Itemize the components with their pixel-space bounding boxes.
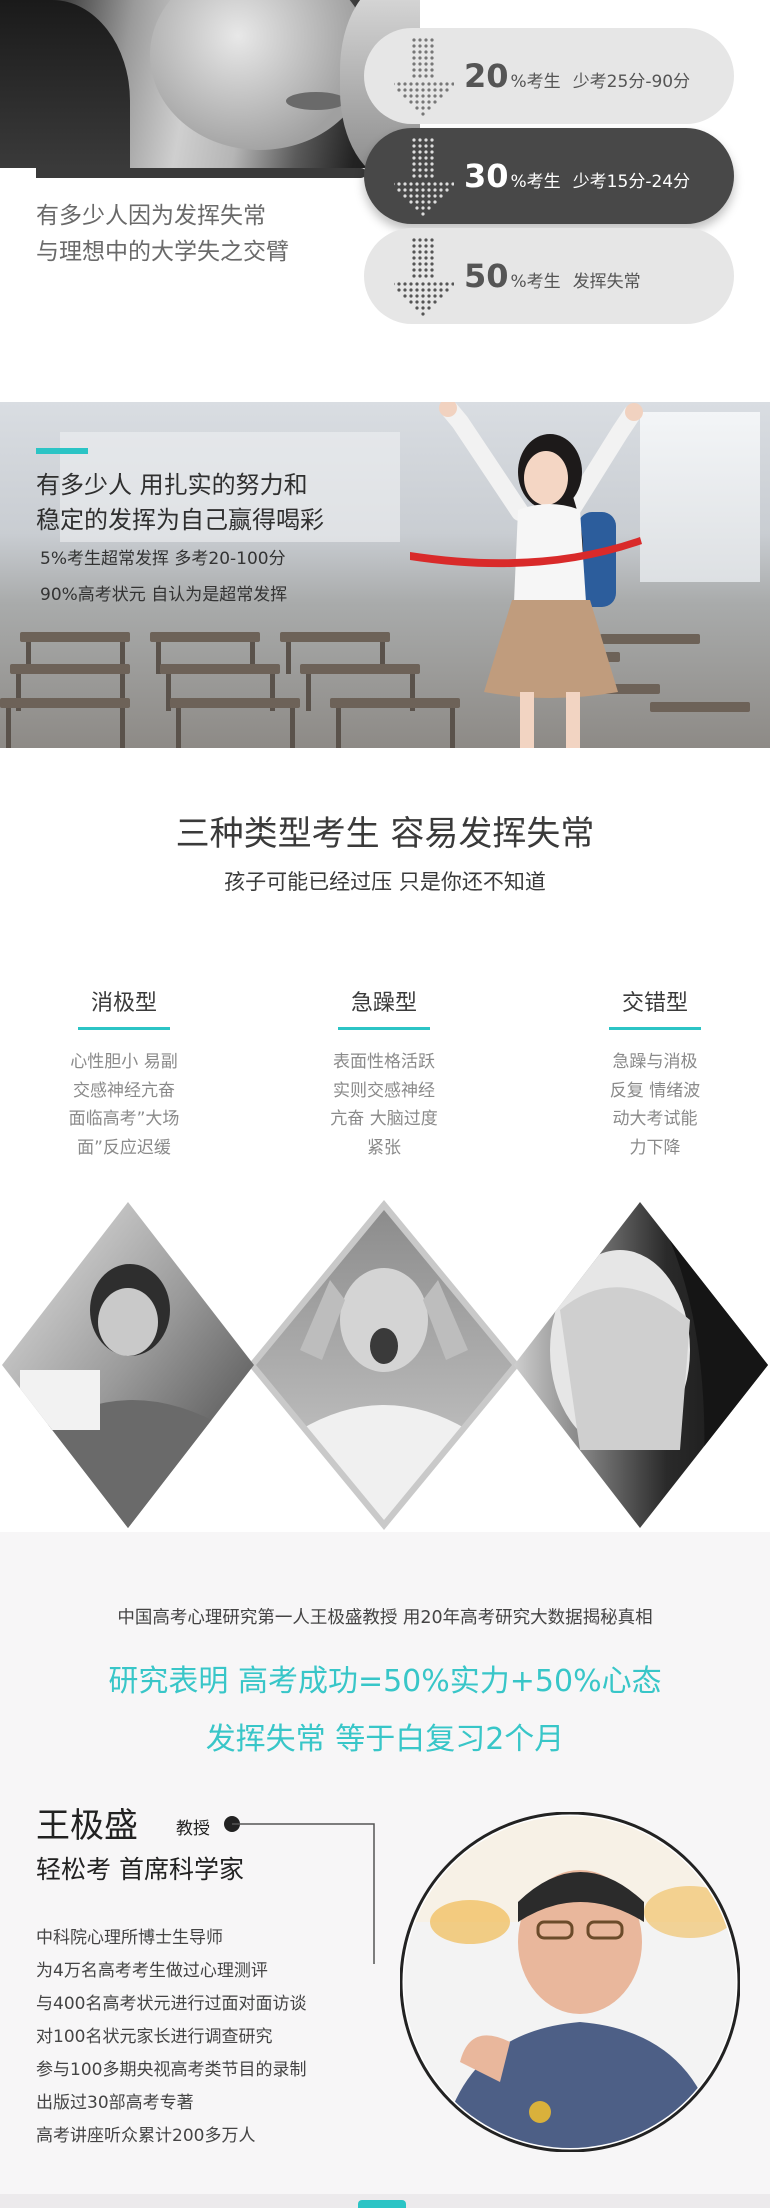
type-card-passive: 消极型 心性胆小 易副 交感神经亢奋 面临高考”大场 面”反应迟缓 (14, 985, 234, 1162)
type-name: 急躁型 (274, 985, 494, 1017)
type-accent-bar (609, 1027, 701, 1030)
success-title-line-2: 稳定的发挥为自己赢得喝彩 (36, 503, 324, 538)
type-card-mixed: 交错型 急躁与消极 反复 情绪波 动大考试能 力下降 (545, 985, 765, 1162)
professor-portrait (400, 1812, 740, 2152)
stat-unit: %考生 (511, 172, 561, 192)
desk-leg (290, 708, 295, 748)
diamond-photo-passive (0, 1200, 256, 1530)
type-desc-line: 交感神经亢奋 (14, 1077, 234, 1106)
credential-line: 为4万名高考考生做过心理测评 (36, 1955, 306, 1988)
success-banner: 有多少人 用扎实的努力和 稳定的发挥为自己赢得喝彩 5%考生超常发挥 多考20-… (0, 402, 770, 748)
desk-leg (120, 708, 125, 748)
professor-name: 王极盛 (36, 1798, 138, 1847)
type-desc-line: 亢奋 大脑过度 (274, 1105, 494, 1134)
type-desc-line: 心性胆小 易副 (14, 1048, 234, 1077)
desk (160, 664, 280, 674)
dotted-down-arrow-icon (394, 136, 454, 216)
type-desc-line: 面”反应迟缓 (14, 1134, 234, 1163)
type-desc-line: 实则交感神经 (274, 1077, 494, 1106)
success-stat-2: 90%高考状元 自认为是超常发挥 (40, 580, 287, 605)
type-desc-line: 力下降 (545, 1134, 765, 1163)
bottom-accent-tab (358, 2200, 406, 2208)
type-desc-line: 紧张 (274, 1134, 494, 1163)
credential-line: 对100名状元家长进行调查研究 (36, 2021, 306, 2054)
stat-unit: %考生 (511, 272, 561, 292)
success-title: 有多少人 用扎实的努力和 稳定的发挥为自己赢得喝彩 (36, 468, 324, 538)
credential-line: 参与100多期央视高考类节目的录制 (36, 2054, 306, 2087)
credential-line: 出版过30部高考专著 (36, 2087, 306, 2120)
expert-headline-1: 研究表明 高考成功=50%实力+50%心态 (0, 1656, 770, 1700)
stat-desc: 少考15分-24分 (573, 172, 690, 192)
stat-pill-50: 50 %考生 发挥失常 (364, 228, 734, 324)
stat-pct: 20 (464, 57, 509, 95)
stat-desc: 少考25分-90分 (573, 72, 690, 92)
diamond-photo-mixed (512, 1200, 770, 1530)
stat-pill-30: 30 %考生 少考15分-24分 (364, 128, 734, 224)
desk (280, 632, 390, 642)
stat-pct: 30 (464, 157, 509, 195)
desk (20, 632, 130, 642)
type-name: 消极型 (14, 985, 234, 1017)
desk-leg (306, 674, 311, 711)
intro-divider (36, 168, 366, 178)
type-desc-line: 动大考试能 (545, 1105, 765, 1134)
intro-text-line-1: 有多少人因为发挥失常 (36, 198, 289, 234)
type-name: 交错型 (545, 985, 765, 1017)
professor-role: 教授 (176, 1814, 210, 1839)
desk (150, 632, 260, 642)
desk-leg (6, 708, 11, 748)
success-title-line-1: 有多少人 用扎实的努力和 (36, 468, 324, 503)
type-desc-line: 面临高考”大场 (14, 1105, 234, 1134)
diamond-photo-anxious (256, 1200, 516, 1530)
professor-credentials: 中科院心理所博士生导师 为4万名高考考生做过心理测评 与400名高考状元进行过面… (36, 1922, 306, 2153)
dotted-down-arrow-icon (394, 236, 454, 316)
desk-leg (176, 708, 181, 748)
credential-line: 与400名高考状元进行过面对面访谈 (36, 1988, 306, 2021)
expert-headline-2: 发挥失常 等于白复习2个月 (0, 1714, 770, 1758)
accent-bar (36, 448, 88, 454)
types-subtitle: 孩子可能已经过压 只是你还不知道 (0, 866, 770, 896)
type-desc-line: 急躁与消极 (545, 1048, 765, 1077)
credential-line: 中科院心理所博士生导师 (36, 1922, 306, 1955)
stat-unit: %考生 (511, 72, 561, 92)
stat-desc: 发挥失常 (573, 272, 641, 292)
dotted-down-arrow-icon (394, 36, 454, 116)
desk-leg (286, 642, 291, 674)
type-accent-bar (338, 1027, 430, 1030)
intro-text-line-2: 与理想中的大学失之交臂 (36, 234, 289, 270)
intro-section: 有多少人因为发挥失常 与理想中的大学失之交臂 20 %考生 少考25分-90分 30… (0, 0, 770, 330)
desk (170, 698, 300, 708)
types-title: 三种类型考生 容易发挥失常 (0, 806, 770, 855)
desk (650, 702, 750, 712)
credential-line: 高考讲座听众累计200多万人 (36, 2120, 306, 2153)
stat-pill-20: 20 %考生 少考25分-90分 (364, 28, 734, 124)
desk (0, 698, 130, 708)
type-accent-bar (78, 1027, 170, 1030)
stat-pct: 50 (464, 257, 509, 295)
desk-leg (336, 708, 341, 748)
desk (10, 664, 130, 674)
student-photo-diamonds (0, 1200, 770, 1530)
type-card-anxious: 急躁型 表面性格活跃 实则交感神经 亢奋 大脑过度 紧张 (274, 985, 494, 1162)
intro-text: 有多少人因为发挥失常 与理想中的大学失之交臂 (36, 198, 289, 270)
success-stat-1: 5%考生超常发挥 多考20-100分 (40, 544, 286, 569)
type-desc-line: 反复 情绪波 (545, 1077, 765, 1106)
expert-section: 中国高考心理研究第一人王极盛教授 用20年高考研究大数据揭秘真相 研究表明 高考… (0, 1532, 770, 2208)
expert-lead: 中国高考心理研究第一人王极盛教授 用20年高考研究大数据揭秘真相 (0, 1604, 770, 1629)
type-desc-line: 表面性格活跃 (274, 1048, 494, 1077)
distressed-girl-photo (0, 0, 420, 168)
cheering-student-illustration (400, 402, 660, 748)
professor-title: 轻松考 首席科学家 (36, 1850, 244, 1886)
